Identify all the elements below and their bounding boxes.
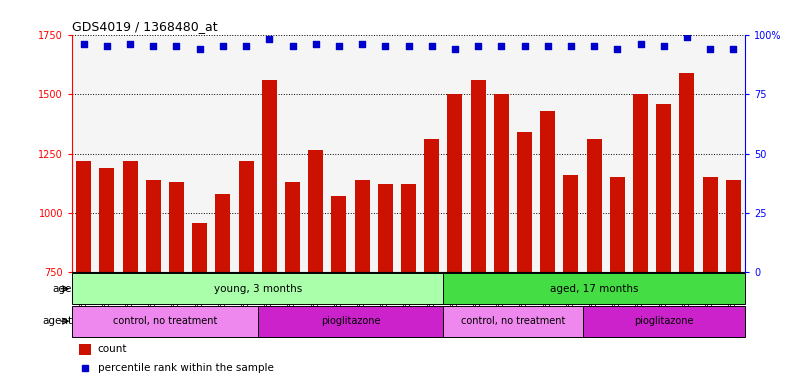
Point: [727, 46, 740, 52]
Text: GDS4019 / 1368480_at: GDS4019 / 1368480_at: [72, 20, 218, 33]
Bar: [448, 94, 462, 273]
Bar: [610, 177, 625, 273]
Bar: [401, 184, 416, 273]
Point: [123, 41, 136, 47]
Bar: [258, 306, 443, 337]
Bar: [582, 306, 745, 337]
Bar: [76, 161, 91, 273]
Bar: [72, 273, 443, 304]
Point: [402, 43, 415, 50]
Bar: [443, 306, 582, 337]
Point: [541, 43, 554, 50]
Point: [704, 46, 717, 52]
Text: agent: agent: [42, 316, 72, 326]
Point: [565, 43, 578, 50]
Bar: [679, 73, 694, 273]
Point: [658, 43, 670, 50]
Bar: [517, 132, 532, 273]
Text: pioglitazone: pioglitazone: [634, 316, 694, 326]
Point: [216, 43, 229, 50]
Point: [588, 43, 601, 50]
Bar: [332, 196, 347, 273]
Point: [495, 43, 508, 50]
Bar: [146, 180, 161, 273]
Point: [379, 43, 392, 50]
Point: [356, 41, 368, 47]
Bar: [563, 175, 578, 273]
Bar: [262, 80, 277, 273]
Bar: [72, 306, 258, 337]
Text: count: count: [98, 344, 127, 354]
Point: [100, 43, 113, 50]
Point: [193, 46, 206, 52]
Bar: [443, 273, 745, 304]
Point: [147, 43, 159, 50]
Bar: [215, 194, 231, 273]
Point: [449, 46, 461, 52]
Point: [681, 34, 694, 40]
Text: age: age: [53, 284, 72, 294]
Bar: [355, 180, 369, 273]
Bar: [378, 184, 392, 273]
Text: control, no treatment: control, no treatment: [113, 316, 217, 326]
Bar: [425, 139, 439, 273]
Text: aged, 17 months: aged, 17 months: [549, 284, 638, 294]
Point: [332, 43, 345, 50]
Bar: [656, 104, 671, 273]
Text: young, 3 months: young, 3 months: [214, 284, 302, 294]
Point: [239, 43, 252, 50]
Point: [309, 41, 322, 47]
Bar: [239, 161, 254, 273]
Bar: [633, 94, 648, 273]
Bar: [308, 150, 324, 273]
Point: [634, 41, 647, 47]
Bar: [493, 94, 509, 273]
Point: [518, 43, 531, 50]
Bar: [702, 177, 718, 273]
Text: control, no treatment: control, no treatment: [461, 316, 565, 326]
Bar: [540, 111, 555, 273]
Bar: [285, 182, 300, 273]
Bar: [169, 182, 184, 273]
Bar: [99, 168, 115, 273]
Point: [425, 43, 438, 50]
Bar: [78, 344, 91, 355]
Bar: [726, 180, 741, 273]
Point: [263, 36, 276, 42]
Text: percentile rank within the sample: percentile rank within the sample: [98, 363, 273, 373]
Bar: [123, 161, 138, 273]
Bar: [586, 139, 602, 273]
Point: [170, 43, 183, 50]
Text: pioglitazone: pioglitazone: [320, 316, 380, 326]
Bar: [470, 80, 485, 273]
Point: [286, 43, 299, 50]
Point: [472, 43, 485, 50]
Point: [611, 46, 624, 52]
Point: [77, 41, 90, 47]
Bar: [192, 223, 207, 273]
